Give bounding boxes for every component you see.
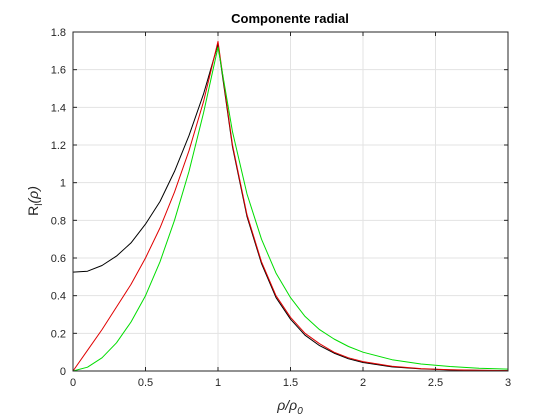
x-tick-label: 1: [215, 377, 221, 389]
y-tick-label: 1.8: [51, 27, 66, 39]
tick-labels: 0 0.5 1 1.5 2 2.5 3 0 0.2 0.4 0.6 0.8 1 1.2 1.4 1.6 1.8: [51, 27, 511, 389]
x-axis-label-sub: 0: [297, 406, 303, 417]
y-tick-label: 0.6: [51, 253, 66, 265]
y-tick-label: 1.4: [51, 102, 66, 114]
x-axis-label-main: ρ/ρ: [276, 397, 297, 413]
y-tick-label: 0: [60, 366, 66, 378]
y-tick-label: 1.6: [51, 65, 66, 77]
x-tick-label: 1.5: [283, 377, 298, 389]
x-axis-label: ρ/ρ0: [276, 397, 303, 417]
x-tick-label: 3: [505, 377, 511, 389]
y-axis-label-sub: l: [34, 203, 45, 205]
y-axis-label: Rl(ρ): [25, 186, 45, 216]
series-line-3: [72, 46, 509, 372]
y-tick-label: 0.4: [51, 291, 66, 303]
series-layer: [72, 40, 509, 372]
series-line-1: [72, 43, 509, 372]
y-tick-label: 0.2: [51, 328, 66, 340]
y-tick-label: 1.2: [51, 140, 66, 152]
x-tick-label: 0: [70, 377, 76, 389]
y-axis-label-suffix: (ρ): [25, 186, 41, 203]
y-axis-label-main: R: [25, 206, 41, 216]
y-tick-label: 1: [60, 178, 66, 190]
chart-title: Componente radial: [231, 11, 349, 26]
x-tick-label: 2.5: [428, 377, 443, 389]
x-tick-label: 0.5: [138, 377, 153, 389]
ticks: [72, 31, 509, 372]
y-tick-label: 0.8: [51, 215, 66, 227]
x-tick-label: 2: [360, 377, 366, 389]
series-line-2: [72, 40, 509, 372]
